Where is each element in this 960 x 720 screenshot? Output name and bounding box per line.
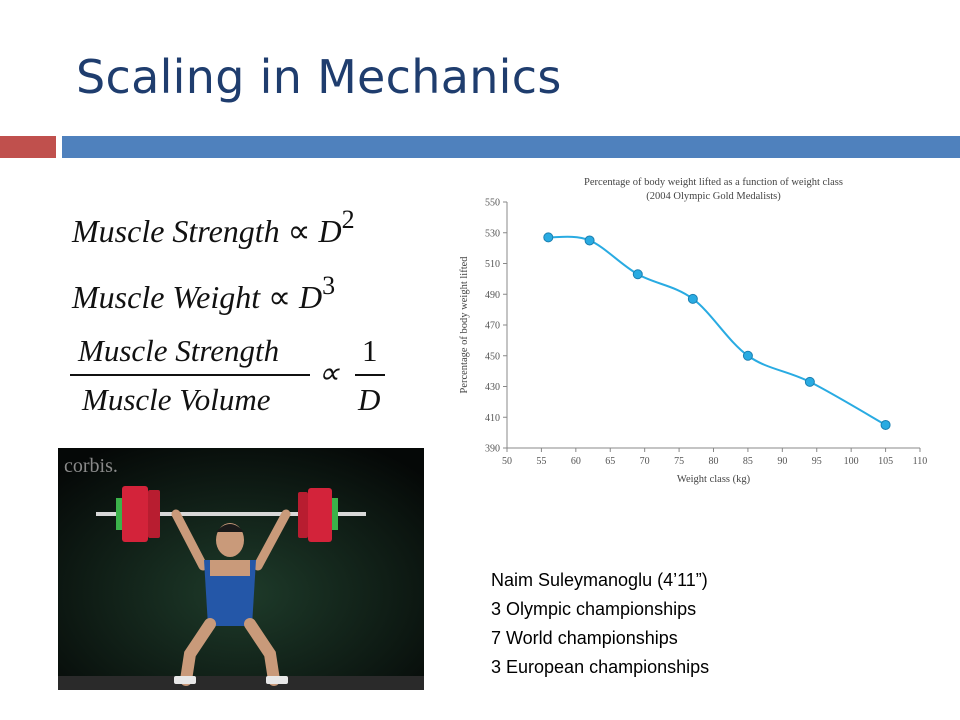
title-accent-bar-blue xyxy=(62,136,960,158)
equation-rhs: D xyxy=(298,279,323,315)
y-tick-label: 450 xyxy=(485,351,500,362)
data-point xyxy=(584,235,595,246)
proportional-symbol: ∝ xyxy=(268,279,291,315)
fraction-denominator: Muscle Volume xyxy=(82,382,271,417)
weight-class-chart: Percentage of body weight lifted as a fu… xyxy=(440,168,940,503)
y-tick-label: 430 xyxy=(485,382,500,393)
x-tick-label: 65 xyxy=(605,456,615,467)
series-line xyxy=(548,235,887,426)
slide-title: Scaling in Mechanics xyxy=(76,50,562,104)
x-tick-label: 90 xyxy=(777,456,787,467)
caption-line: 7 World championships xyxy=(491,628,678,648)
equation-exponent: 3 xyxy=(322,271,336,300)
x-tick-label: 95 xyxy=(812,456,822,467)
equation-lhs: Muscle Weight xyxy=(72,279,261,315)
data-point xyxy=(543,232,554,243)
caption-line: 3 Olympic championships xyxy=(491,599,697,619)
x-tick-label: 70 xyxy=(640,456,650,467)
y-tick-label: 550 xyxy=(485,198,500,209)
fraction-right-numerator: 1 xyxy=(362,333,378,368)
y-tick-label: 390 xyxy=(485,444,500,455)
x-tick-label: 100 xyxy=(844,456,859,467)
equation-strength: Muscle Strength ∝ D2 xyxy=(72,205,355,250)
x-tick-label: 80 xyxy=(709,456,719,467)
chart-title: Percentage of body weight lifted as a fu… xyxy=(584,177,843,188)
chart-subtitle: (2004 Olympic Gold Medalists) xyxy=(646,191,781,202)
equation-lhs: Muscle Strength xyxy=(72,213,280,249)
proportional-symbol: ∝ xyxy=(318,357,340,390)
x-axis-label: Weight class (kg) xyxy=(677,474,751,485)
data-point xyxy=(632,269,643,280)
caption-line: Naim Suleymanoglu (4’11”) xyxy=(491,570,708,590)
x-tick-label: 75 xyxy=(674,456,684,467)
x-tick-label: 60 xyxy=(571,456,581,467)
x-tick-label: 85 xyxy=(743,456,753,467)
data-point xyxy=(880,419,891,430)
x-tick-label: 50 xyxy=(502,456,512,467)
fraction-right-denominator: D xyxy=(358,382,381,417)
weightlifter-illustration: corbis. xyxy=(58,448,424,690)
y-tick-label: 510 xyxy=(485,259,500,270)
y-tick-label: 530 xyxy=(485,228,500,239)
title-accent-bar-red xyxy=(0,136,56,158)
chart-svg: Percentage of body weight lifted as a fu… xyxy=(459,177,928,485)
equation-rhs: D xyxy=(318,213,342,249)
equation-weight: Muscle Weight ∝ D3 xyxy=(72,271,335,316)
y-axis-label: Percentage of body weight lifted xyxy=(459,256,470,394)
equation-exponent: 2 xyxy=(341,205,355,234)
fraction-numerator: Muscle Strength xyxy=(78,333,280,368)
x-tick-label: 105 xyxy=(878,456,893,467)
x-tick-label: 55 xyxy=(536,456,546,467)
caption-line: 3 European championships xyxy=(491,657,710,677)
y-tick-label: 410 xyxy=(485,413,500,424)
athlete-caption: Naim Suleymanoglu (4’11”) 3 Olympic cham… xyxy=(491,566,709,682)
weightlifter-photo: corbis. xyxy=(58,448,424,690)
x-tick-label: 110 xyxy=(913,456,928,467)
proportional-symbol: ∝ xyxy=(287,213,311,249)
y-tick-label: 490 xyxy=(485,290,500,301)
fraction-right-bar xyxy=(355,374,385,376)
photo-watermark: corbis. xyxy=(64,455,118,477)
fraction-bar xyxy=(70,374,310,376)
data-point xyxy=(742,350,753,361)
y-tick-label: 470 xyxy=(485,321,500,332)
data-point xyxy=(804,376,815,387)
data-point xyxy=(687,293,698,304)
